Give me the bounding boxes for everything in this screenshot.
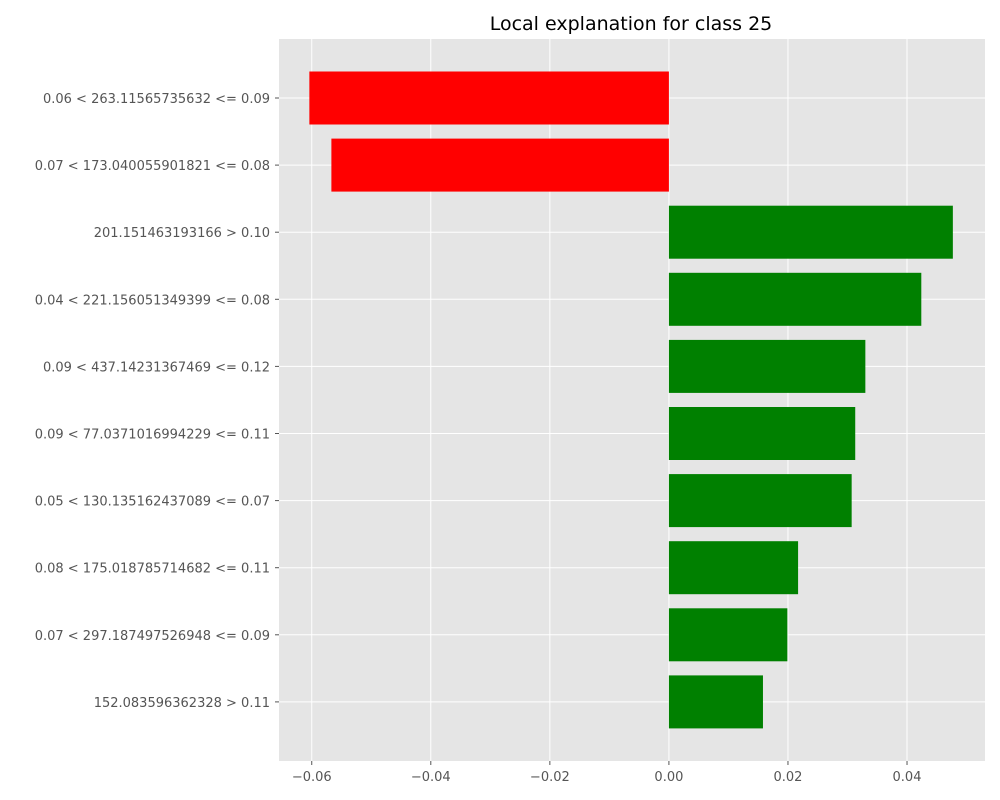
x-tick-label: 0.00 — [654, 770, 683, 785]
bars — [309, 71, 953, 729]
y-tick-labels: 0.06 < 263.11565735632 <= 0.09 0.07 < 173… — [35, 92, 279, 711]
bar — [668, 272, 922, 326]
y-tick-label: 0.04 < 221.156051349399 <= 0.08 — [35, 293, 270, 308]
y-tick-label: 152.083596362328 > 0.11 — [94, 696, 270, 711]
y-tick-label: 0.06 < 263.11565735632 <= 0.09 — [43, 92, 270, 107]
y-tick-label: 201.151463193166 > 0.10 — [94, 226, 270, 241]
bar — [668, 474, 852, 528]
x-tick-label: 0.02 — [773, 770, 802, 785]
bar — [668, 675, 763, 729]
bar — [668, 205, 953, 259]
bar — [309, 71, 669, 125]
bar — [668, 541, 799, 595]
bar — [668, 407, 856, 460]
x-tick-label: 0.04 — [893, 770, 922, 785]
bar — [668, 339, 866, 393]
y-tick-label: 0.08 < 175.018785714682 <= 0.11 — [35, 562, 270, 577]
y-tick-label: 0.05 < 130.135162437089 <= 0.07 — [35, 495, 270, 510]
x-tick-label: −0.04 — [411, 770, 451, 785]
x-tick-label: −0.02 — [530, 770, 570, 785]
bar — [668, 608, 788, 662]
chart-title: Local explanation for class 25 — [490, 13, 773, 35]
y-tick-label: 0.09 < 437.14231367469 <= 0.12 — [43, 360, 270, 375]
y-tick-label: 0.07 < 297.187497526948 <= 0.09 — [35, 629, 270, 644]
x-tick-label: −0.06 — [292, 770, 332, 785]
y-tick-label: 0.07 < 173.040055901821 <= 0.08 — [35, 159, 270, 174]
y-tick-label: 0.09 < 77.0371016994229 <= 0.11 — [35, 428, 270, 443]
bar — [331, 138, 669, 192]
x-tick-labels: −0.06 −0.04 −0.02 0.00 0.02 0.04 — [292, 761, 922, 785]
